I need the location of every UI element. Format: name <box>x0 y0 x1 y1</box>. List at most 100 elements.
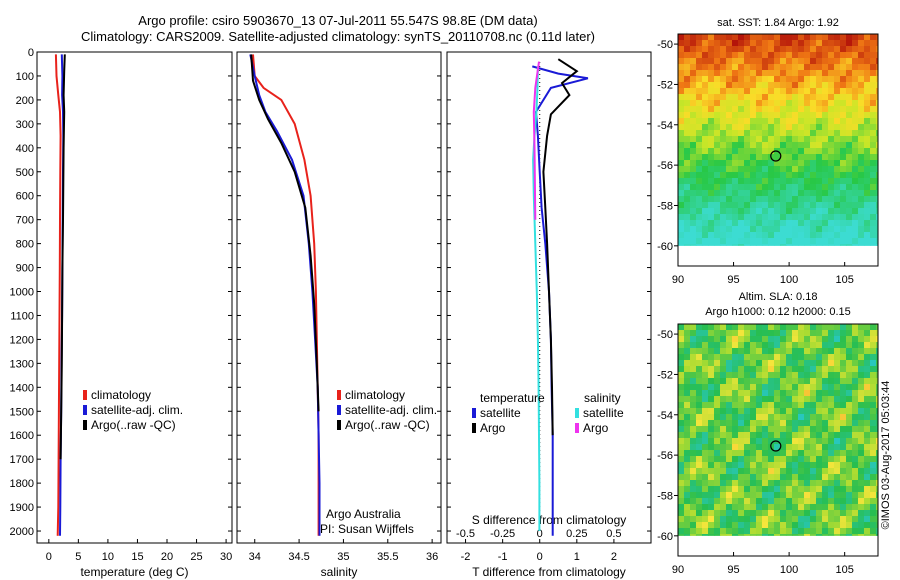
y-tick-label: 1700 <box>10 454 34 466</box>
credit-line1: Argo Australia <box>326 507 401 521</box>
top-x-tick-label: -0.5 <box>456 528 475 540</box>
top-x-tick-label: 0.25 <box>566 528 587 540</box>
legend-swatch <box>337 390 341 400</box>
map-x-tick-label: 105 <box>835 564 853 576</box>
top-x-tick-label: 0.5 <box>606 528 621 540</box>
x-tick-label: 36 <box>426 551 438 563</box>
map-field <box>678 324 878 536</box>
x-tick-label: 1 <box>574 551 580 563</box>
legend-swatch <box>337 405 341 415</box>
x-tick-label: 0 <box>537 551 543 563</box>
y-tick-label: 1400 <box>10 382 34 394</box>
salinity-panel: 34 34.5 35 35.5 36 salinity climatologysatelli… <box>236 51 442 579</box>
y-tick-label: 1100 <box>10 310 34 322</box>
legend-label: climatology <box>91 388 151 402</box>
map-x-tick-label: 90 <box>672 564 684 576</box>
top-x-tick-label: 0 <box>537 528 543 540</box>
y-tick-label: 1800 <box>10 478 34 490</box>
legend-label: satellite-adj. clim. <box>91 403 183 417</box>
legend-swatch <box>472 423 476 433</box>
map-frame <box>677 33 879 267</box>
legend-label: satellite-adj. clim. <box>345 403 437 417</box>
float-position-marker <box>770 440 782 452</box>
x-tick-label: 35.5 <box>377 551 398 563</box>
credit-line2: PI: Susan Wijffels <box>320 522 414 536</box>
legend-label: climatology <box>345 388 405 402</box>
y-tick-label: 2000 <box>10 526 34 538</box>
x-tick-label: -1 <box>498 551 508 563</box>
series-line <box>54 54 62 536</box>
y-tick-label: 1000 <box>10 287 34 299</box>
legend-swatch <box>337 420 341 430</box>
y-tick-label: 1200 <box>10 334 34 346</box>
map-y-tick-label: -52 <box>657 369 673 381</box>
y-tick-label: 100 <box>16 71 34 83</box>
top-x-axis-label: S difference from climatology <box>472 513 627 527</box>
map-x-tick-label: 95 <box>727 564 739 576</box>
map-y-tick-label: -56 <box>657 450 673 462</box>
y-tick-label: 700 <box>16 215 34 227</box>
map-x-tick-label: 90 <box>672 274 684 286</box>
map-y-tick-label: -50 <box>657 39 673 51</box>
imos-timestamp-label: ©IMOS 03-Aug-2017 05:03:44 <box>880 381 892 530</box>
series-line <box>250 54 320 412</box>
x-tick-label: 15 <box>131 551 143 563</box>
x-axis-label: T difference from climatology <box>472 565 626 579</box>
legend-title: salinity <box>584 391 621 405</box>
legend-swatch <box>472 408 476 418</box>
legend-label: Argo(..raw -QC) <box>91 418 176 432</box>
top-x-tick-label: -0.25 <box>490 528 515 540</box>
x-tick-label: 25 <box>190 551 202 563</box>
map-y-tick-label: -54 <box>657 410 673 422</box>
plot-frame <box>36 51 233 544</box>
x-tick-label: 35 <box>337 551 349 563</box>
map-y-tick-label: -56 <box>657 160 673 172</box>
map-y-tick-label: -54 <box>657 120 673 132</box>
y-tick-label: 1600 <box>10 430 34 442</box>
map-field <box>678 34 878 246</box>
x-tick-label: 34.5 <box>288 551 309 563</box>
legend-label: Argo <box>583 421 609 435</box>
legend-swatch <box>83 405 87 415</box>
y-tick-label: 900 <box>16 263 34 275</box>
x-tick-label: 34 <box>249 551 261 563</box>
x-tick-label: 30 <box>220 551 232 563</box>
map-y-tick-label: -58 <box>657 490 673 502</box>
map-title-line2: Argo h1000: 0.12 h2000: 0.15 <box>705 306 851 318</box>
x-tick-label: -2 <box>461 551 471 563</box>
x-tick-label: 0 <box>46 551 52 563</box>
legend-label: satellite <box>480 406 521 420</box>
figure-title-line2: Climatology: CARS2009. Satellite-adjuste… <box>81 29 595 44</box>
y-tick-label: 1300 <box>10 358 34 370</box>
legend-label: Argo(..raw -QC) <box>345 418 430 432</box>
x-tick-label: 5 <box>75 551 81 563</box>
map-x-tick-label: 100 <box>780 274 798 286</box>
difference-panel: -2 -1 0 1 2 T difference from climatology -0.5… <box>446 51 652 579</box>
map-frame <box>677 323 879 557</box>
y-tick-label: 0 <box>28 47 34 59</box>
map-y-tick-label: -60 <box>657 531 673 543</box>
series-line <box>59 54 66 460</box>
map-title: sat. SST: 1.84 Argo: 1.92 <box>717 17 839 29</box>
x-axis-label: salinity <box>321 565 358 579</box>
y-tick-label: 500 <box>16 167 34 179</box>
y-tick-label: 200 <box>16 95 34 107</box>
float-position-marker <box>770 150 782 162</box>
sla-map-panel: -50 -52 -54 -56 -58 -60 90 95 100 105 Altim. SLA: … <box>657 291 879 576</box>
y-tick-label: 600 <box>16 191 34 203</box>
legend-swatch <box>575 408 579 418</box>
series-line <box>532 65 589 536</box>
legend-swatch <box>575 423 579 433</box>
series-line <box>532 61 540 220</box>
y-tick-label: 1500 <box>10 406 34 418</box>
map-x-tick-label: 95 <box>727 274 739 286</box>
temperature-panel: 0100200300400500600700800900100011001200… <box>10 47 233 579</box>
x-tick-label: 20 <box>161 551 173 563</box>
x-tick-label: 10 <box>102 551 114 563</box>
map-title-line1: Altim. SLA: 0.18 <box>739 291 818 303</box>
y-tick-label: 300 <box>16 119 34 131</box>
map-y-tick-label: -52 <box>657 79 673 91</box>
y-tick-label: 400 <box>16 143 34 155</box>
map-x-tick-label: 100 <box>780 564 798 576</box>
